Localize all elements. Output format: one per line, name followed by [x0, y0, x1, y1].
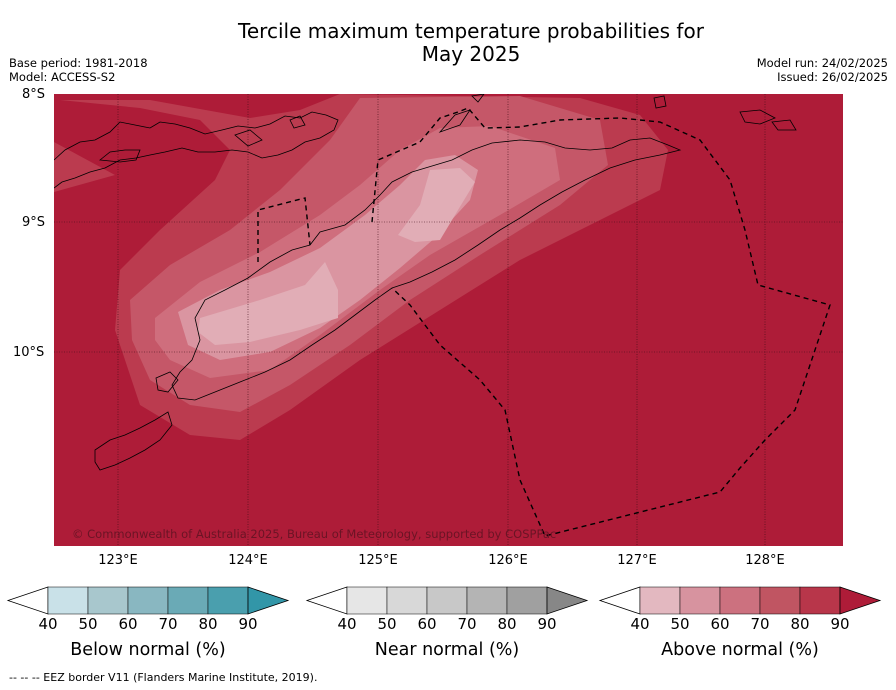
legend-colorbars	[6, 586, 882, 615]
legend-above-tick: 50	[670, 615, 690, 633]
lon-label-127e: 127°E	[617, 553, 657, 568]
legend-above-tick: 40	[630, 615, 650, 633]
legend-near-normal	[305, 586, 589, 615]
lon-label-123e: 123°E	[98, 553, 138, 568]
legend-title-below: Below normal (%)	[70, 640, 226, 660]
legend-above-swatch	[719, 586, 761, 615]
legend-near-swatch	[346, 586, 388, 615]
lat-label-9s: 9°S	[22, 215, 46, 230]
lon-label-128e: 128°E	[745, 553, 785, 568]
legend-below-swatch	[87, 586, 129, 615]
legend-near-swatch	[426, 586, 468, 615]
legend-below-swatch	[127, 586, 169, 615]
lon-label-125e: 125°E	[358, 553, 398, 568]
legend-below-tick: 40	[38, 615, 58, 633]
legend-below-tick: 70	[158, 615, 178, 633]
issued-date: Issued: 26/02/2025	[777, 70, 888, 84]
legend-below-swatch	[47, 586, 89, 615]
lat-label-10s: 10°S	[13, 345, 45, 360]
lon-label-126e: 126°E	[488, 553, 528, 568]
legend-above-tick: 60	[710, 615, 730, 633]
probability-map: © Commonwealth of Australia 2025, Bureau…	[54, 94, 843, 546]
legend-near-swatch	[506, 586, 548, 615]
legend-title-above: Above normal (%)	[661, 640, 819, 660]
legend-above-arrow-low	[598, 586, 641, 615]
band-40	[198, 168, 475, 345]
legend-above-swatch	[639, 586, 681, 615]
legend-above-tick: 90	[830, 615, 850, 633]
legend-above-tick: 80	[790, 615, 810, 633]
legend-near-arrow-low	[305, 586, 348, 615]
title-line-1: Tercile maximum temperature probabilitie…	[238, 19, 704, 43]
title-line-2: May 2025	[421, 42, 521, 66]
legend-near-tick: 50	[377, 615, 397, 633]
eez-border	[257, 107, 831, 537]
map-copyright: © Commonwealth of Australia 2025, Bureau…	[72, 527, 556, 541]
legend-below-arrow-high	[247, 586, 290, 615]
gridlines	[54, 94, 843, 546]
model-name: Model: ACCESS-S2	[9, 70, 116, 84]
legend-below-normal	[6, 586, 290, 615]
legend-near-swatch	[386, 586, 428, 615]
legend-below-swatch	[207, 586, 249, 615]
legend-below-tick: 90	[238, 615, 258, 633]
legend-near-tick: 40	[337, 615, 357, 633]
eez-footnote: -- -- -- EEZ border V11 (Flanders Marine…	[9, 671, 318, 684]
legend-title-near: Near normal (%)	[374, 640, 520, 660]
legend-above-swatch	[799, 586, 841, 615]
legend-below-tick: 80	[198, 615, 218, 633]
legend-below-tick: 50	[78, 615, 98, 633]
base-period: Base period: 1981-2018	[9, 56, 148, 70]
model-run: Model run: 24/02/2025	[756, 56, 888, 70]
legend-below-swatch	[167, 586, 209, 615]
meta-left: Base period: 1981-2018 Model: ACCESS-S2	[9, 56, 148, 84]
map-title: Tercile maximum temperature probabilitie…	[0, 20, 896, 66]
legend-above-swatch	[759, 586, 801, 615]
legend-below-arrow-low	[6, 586, 49, 615]
coastlines	[54, 94, 797, 471]
lon-label-124e: 124°E	[228, 553, 268, 568]
legend-near-tick: 80	[497, 615, 517, 633]
legend-near-tick: 90	[537, 615, 557, 633]
meta-right: Model run: 24/02/2025 Issued: 26/02/2025	[757, 56, 888, 84]
legend-below-tick: 60	[118, 615, 138, 633]
lat-label-8s: 8°S	[22, 87, 46, 102]
legend-above-arrow-high	[839, 586, 882, 615]
legend-near-swatch	[466, 586, 508, 615]
legend-near-tick: 70	[457, 615, 477, 633]
legend-near-arrow-high	[546, 586, 589, 615]
legend-above-tick: 70	[750, 615, 770, 633]
legend-near-tick: 60	[417, 615, 437, 633]
legend-above-swatch	[679, 586, 721, 615]
legend-above-normal	[598, 586, 882, 615]
